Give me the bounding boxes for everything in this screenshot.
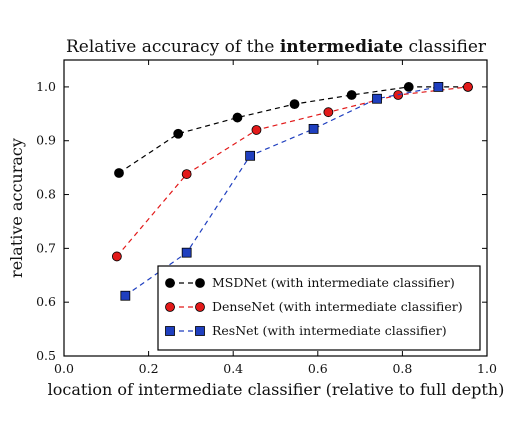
legend-swatch-marker	[195, 278, 205, 288]
y-tick-label: 0.6	[36, 294, 56, 309]
y-tick-label: 0.5	[36, 348, 56, 363]
y-tick-label: 0.7	[36, 240, 56, 255]
legend-swatch-marker	[195, 326, 205, 336]
series-2-point	[433, 82, 444, 92]
x-tick-label: 0.8	[392, 361, 412, 376]
legend-box	[157, 265, 481, 351]
series-0-point	[403, 82, 414, 92]
series-0-point	[173, 128, 184, 139]
legend-swatch-marker	[165, 278, 175, 288]
series-2-point	[372, 93, 382, 104]
series-0-point	[232, 112, 243, 123]
series-2-point	[181, 247, 192, 258]
series-0-point	[114, 168, 124, 178]
x-axis-label: location of intermediate classifier (rel…	[48, 380, 505, 399]
y-axis-label: relative accuracy	[7, 138, 26, 278]
series-1-point	[251, 125, 262, 135]
legend: MSDNet (with intermediate classifier) Den…	[157, 265, 481, 351]
series-1-point	[181, 169, 192, 179]
series-1-point	[111, 251, 122, 262]
series-2-point	[245, 150, 256, 161]
y-tick-label: 0.9	[36, 133, 56, 148]
x-tick-label: 0.2	[139, 361, 159, 376]
plot-area-frame	[63, 59, 488, 357]
series-layer	[111, 82, 473, 301]
y-tick-label: 1.0	[36, 79, 56, 94]
series-2-point	[120, 290, 131, 301]
series-0-point	[289, 99, 300, 110]
series-2-point	[308, 123, 319, 134]
legend-swatch-marker	[165, 326, 175, 336]
x-tick-label: 0.0	[54, 361, 74, 376]
axis-ticks: 0.0 0.2 0.4 0.6 0.8 1.0 0.5 0.6 0.7 0.8 0.9 1.0	[36, 60, 497, 376]
chart-title: Relative accuracy of the intermediate cl…	[66, 37, 487, 57]
legend-swatch-marker	[195, 302, 205, 312]
chart-title-bold: intermediate	[280, 37, 403, 57]
legend-swatch-marker	[165, 302, 175, 312]
legend-label: ResNet (with intermediate classifier)	[212, 323, 447, 338]
series-line-1	[116, 86, 469, 257]
chart-title-pre: Relative accuracy of the	[66, 37, 280, 57]
series-line-2	[124, 86, 439, 297]
chart-title-post: classifier	[403, 37, 487, 57]
series-0-point	[346, 90, 357, 100]
x-tick-label: 0.4	[223, 361, 243, 376]
y-tick-label: 0.8	[36, 187, 56, 202]
x-tick-label: 1.0	[477, 361, 497, 376]
x-tick-label: 0.6	[308, 361, 328, 376]
legend-label: DenseNet (with intermediate classifier)	[212, 299, 463, 314]
series-1-point	[463, 82, 473, 92]
legend-label: MSDNet (with intermediate classifier)	[212, 275, 455, 290]
series-1-point	[323, 107, 334, 118]
